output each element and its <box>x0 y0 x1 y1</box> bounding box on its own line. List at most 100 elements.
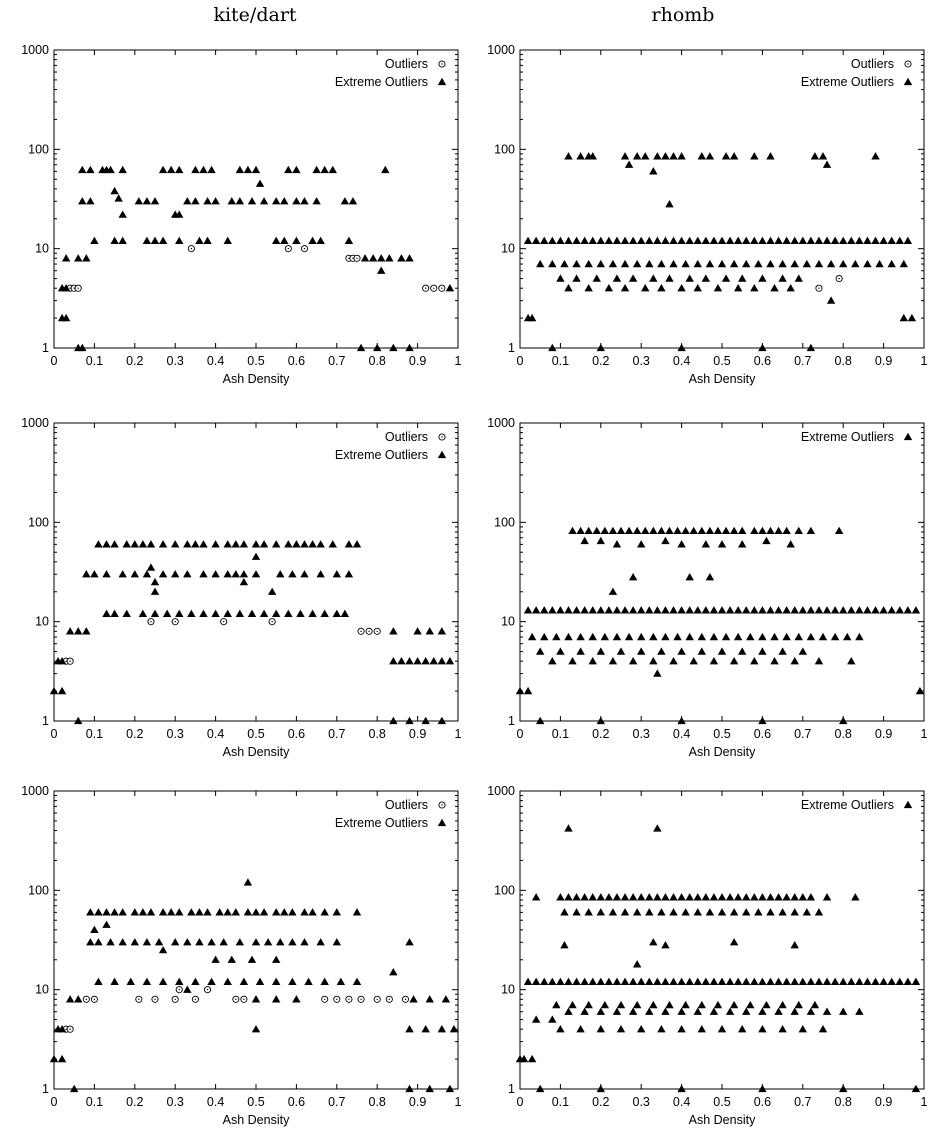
extreme-outlier-point <box>540 632 549 641</box>
extreme-outlier-point <box>798 977 807 985</box>
extreme-outlier-point <box>584 908 593 916</box>
y-tick-label: 1 <box>42 341 49 355</box>
extreme-outlier-point <box>855 632 864 641</box>
extreme-outlier-point <box>758 343 767 352</box>
extreme-outlier-point <box>572 236 581 244</box>
extreme-outlier-point <box>851 259 860 268</box>
extreme-outlier-point <box>665 200 674 208</box>
extreme-outlier-point <box>701 893 711 901</box>
column-title-rhomb: rhomb <box>651 4 715 26</box>
extreme-outlier-point <box>548 343 557 352</box>
extreme-outlier-point <box>632 259 642 268</box>
extreme-outlier-point <box>709 606 719 614</box>
extreme-outlier-point <box>231 540 240 548</box>
extreme-outlier-point <box>235 165 245 174</box>
extreme-outlier-point <box>154 938 164 946</box>
extreme-outlier-point <box>187 609 196 617</box>
extreme-outlier-point <box>847 977 856 985</box>
extreme-outlier-point <box>251 908 261 916</box>
extreme-outlier-point <box>57 656 67 665</box>
extreme-outlier-point <box>175 165 184 174</box>
extreme-outlier-point <box>620 152 630 160</box>
extreme-outlier-point <box>389 627 398 635</box>
extreme-outlier-point <box>316 570 325 578</box>
extreme-outlier-point <box>887 977 896 985</box>
extreme-outlier-point <box>790 606 799 614</box>
extreme-outlier-point <box>280 908 289 916</box>
extreme-outlier-point <box>596 647 605 655</box>
extreme-outlier-point <box>806 1007 816 1015</box>
x-tick-label: 1 <box>921 727 928 741</box>
legend-outlier-marker-dot <box>441 804 443 806</box>
extreme-outlier-point <box>540 606 549 614</box>
extreme-outlier-point <box>620 606 630 614</box>
extreme-outlier-point <box>263 938 273 946</box>
extreme-outlier-point <box>709 656 719 665</box>
extreme-outlier-point <box>94 908 103 916</box>
extreme-outlier-point <box>693 977 702 985</box>
outlier-point-dot <box>77 287 79 289</box>
extreme-outlier-point <box>899 313 908 322</box>
extreme-outlier-point <box>685 977 694 985</box>
extreme-outlier-point <box>839 236 848 244</box>
extreme-outlier-point <box>782 632 791 641</box>
extreme-outlier-point <box>564 893 573 901</box>
extreme-outlier-point <box>754 259 763 268</box>
outlier-point-dot <box>69 1028 71 1030</box>
extreme-outlier-point <box>770 283 779 292</box>
extreme-outlier-point <box>669 908 678 916</box>
outlier-point-dot <box>194 998 197 1000</box>
extreme-outlier-point <box>628 606 638 614</box>
extreme-outlier-point <box>332 908 341 916</box>
outlier-point-dot <box>356 257 358 259</box>
extreme-outlier-point <box>725 606 735 614</box>
extreme-outlier-point <box>568 656 577 665</box>
extreme-outlier-point <box>523 686 533 695</box>
extreme-outlier-point <box>175 609 184 617</box>
extreme-outlier-point <box>405 656 414 665</box>
extreme-outlier-point <box>738 274 747 282</box>
extreme-outlier-point <box>806 606 816 614</box>
extreme-outlier-point <box>572 606 581 614</box>
outlier-point-dot <box>818 287 820 289</box>
extreme-outlier-point <box>223 977 232 985</box>
extreme-outlier-point <box>247 609 257 617</box>
extreme-outlier-point <box>620 977 630 985</box>
extreme-outlier-point <box>336 977 346 985</box>
extreme-outlier-point <box>685 893 694 901</box>
extreme-outlier-point <box>705 908 715 916</box>
extreme-outlier-point <box>211 540 220 548</box>
extreme-outlier-point <box>389 716 398 725</box>
extreme-outlier-point <box>110 540 119 548</box>
extreme-outlier-point <box>580 1007 589 1015</box>
extreme-outlier-point <box>818 1024 828 1033</box>
extreme-outlier-point <box>130 908 139 916</box>
extreme-outlier-point <box>657 647 666 655</box>
extreme-outlier-point <box>818 152 828 160</box>
extreme-outlier-point <box>637 1024 646 1033</box>
extreme-outlier-point <box>685 606 694 614</box>
extreme-outlier-point <box>758 1084 767 1093</box>
extreme-outlier-point <box>637 540 646 548</box>
extreme-outlier-point <box>681 908 690 916</box>
extreme-outlier-point <box>637 606 646 614</box>
extreme-outlier-point <box>653 152 662 160</box>
x-tick-label: 0.6 <box>288 354 305 368</box>
extreme-outlier-point <box>175 908 184 916</box>
extreme-outlier-point <box>669 236 678 244</box>
x-tick-label: 0.8 <box>835 727 852 741</box>
extreme-outlier-point <box>641 152 650 160</box>
x-tick-label: 0.9 <box>875 354 892 368</box>
extreme-outlier-point <box>118 908 127 916</box>
extreme-outlier-point <box>82 627 91 635</box>
extreme-outlier-point <box>146 908 156 916</box>
extreme-outlier-point <box>596 1084 605 1093</box>
extreme-outlier-point <box>669 152 678 160</box>
extreme-outlier-point <box>632 526 642 535</box>
y-tick-label: 1000 <box>487 416 515 430</box>
extreme-outlier-point <box>677 893 686 901</box>
legend-label: Extreme Outliers <box>801 798 894 812</box>
extreme-outlier-point <box>677 236 686 244</box>
extreme-outlier-point <box>276 938 285 946</box>
extreme-outlier-point <box>175 236 184 244</box>
